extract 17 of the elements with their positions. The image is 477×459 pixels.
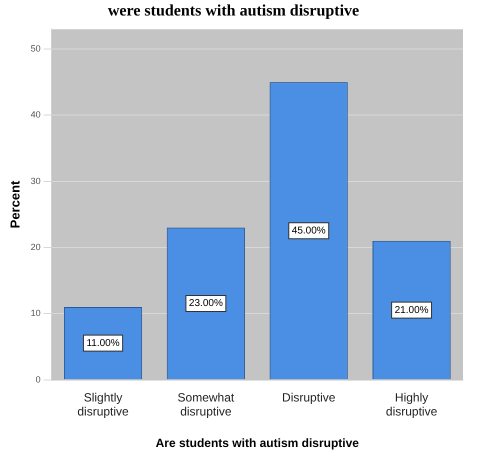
y-axis-title: Percent xyxy=(7,180,22,228)
data-label: 11.00% xyxy=(86,338,120,349)
y-tick-label: 40 xyxy=(30,110,41,120)
x-tick-label: Slightly disruptive xyxy=(77,390,130,419)
chart-title: were students with autism disruptive xyxy=(108,2,360,20)
data-label: 45.00% xyxy=(292,225,326,236)
x-tick-label: Disruptive xyxy=(282,390,336,404)
y-tick-label: 50 xyxy=(30,44,41,54)
data-label: 23.00% xyxy=(188,298,223,310)
x-tick-label: Somewhat disruptive xyxy=(178,390,235,419)
x-tick-label: Highly disruptive xyxy=(386,390,438,419)
y-tick-label: 30 xyxy=(30,176,41,186)
y-tick-label: 10 xyxy=(30,308,41,318)
data-label: 21.00% xyxy=(394,304,429,316)
y-tick-label: 20 xyxy=(30,242,41,252)
x-axis-title: Are students with autism disruptive xyxy=(156,436,360,450)
y-tick-label: 0 xyxy=(36,374,41,384)
